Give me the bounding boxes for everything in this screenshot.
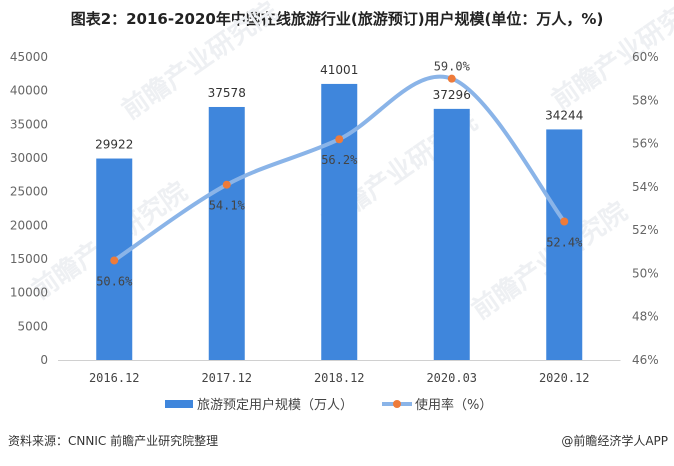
bar bbox=[208, 106, 245, 361]
y-right-tick-label: 50% bbox=[632, 266, 659, 280]
legend-line-label: 使用率（%） bbox=[415, 397, 492, 413]
legend-bar-swatch bbox=[165, 400, 193, 408]
y-right-tick-label: 54% bbox=[632, 180, 659, 194]
bar-value-label: 37578 bbox=[208, 86, 246, 100]
legend-line-marker bbox=[393, 400, 401, 408]
bar bbox=[546, 129, 583, 360]
rate-value-label: 50.6% bbox=[96, 274, 133, 288]
y-left-tick-label: 0 bbox=[40, 353, 48, 367]
y-right-tick-label: 60% bbox=[632, 50, 659, 64]
y-left-tick-label: 10000 bbox=[10, 286, 48, 300]
y-left-tick-label: 45000 bbox=[10, 50, 48, 64]
x-tick-label: 2017.12 bbox=[201, 371, 252, 385]
credit-note: @前瞻经济学人APP bbox=[561, 434, 668, 448]
y-right-tick-label: 52% bbox=[632, 223, 659, 237]
legend-bar-label: 旅游预定用户规模（万人） bbox=[197, 397, 353, 413]
y-right-tick-label: 48% bbox=[632, 310, 659, 324]
bar-value-label: 37296 bbox=[433, 88, 471, 102]
rate-value-label: 54.1% bbox=[209, 199, 246, 213]
y-left-tick-label: 20000 bbox=[10, 218, 48, 232]
y-left-tick-label: 5000 bbox=[17, 319, 48, 333]
bar-value-label: 29922 bbox=[95, 138, 133, 152]
source-note: 资料来源：CNNIC 前瞻产业研究院整理 bbox=[8, 434, 219, 448]
rate-value-label: 52.4% bbox=[546, 235, 583, 249]
chart-title: 图表2：2016-2020年中国在线旅游行业(旅游预订)用户规模(单位：万人，%… bbox=[70, 10, 604, 28]
y-left-tick-label: 30000 bbox=[10, 151, 48, 165]
rate-marker bbox=[222, 180, 231, 189]
watermark-text: 前瞻产业研究院 bbox=[116, 0, 283, 126]
y-left-tick-label: 35000 bbox=[10, 117, 48, 131]
bar-value-label: 34244 bbox=[545, 108, 583, 122]
x-tick-label: 2016.12 bbox=[89, 371, 140, 385]
y-left-tick-label: 25000 bbox=[10, 185, 48, 199]
y-right-tick-label: 58% bbox=[632, 93, 659, 107]
rate-marker bbox=[447, 74, 456, 83]
rate-value-label: 59.0% bbox=[434, 60, 471, 74]
y-left-tick-label: 40000 bbox=[10, 84, 48, 98]
bar bbox=[321, 83, 358, 360]
rate-line bbox=[112, 74, 567, 263]
x-tick-label: 2020.03 bbox=[426, 371, 477, 385]
rate-marker bbox=[110, 256, 119, 265]
rate-value-label: 56.2% bbox=[321, 153, 358, 167]
y-left-tick-label: 15000 bbox=[10, 252, 48, 266]
y-right-tick-label: 56% bbox=[632, 137, 659, 151]
bar-value-label: 41001 bbox=[320, 63, 358, 77]
x-tick-label: 2018.12 bbox=[314, 371, 365, 385]
rate-marker bbox=[560, 217, 569, 226]
y-right-tick-label: 46% bbox=[632, 353, 659, 367]
x-tick-label: 2020.12 bbox=[539, 371, 590, 385]
rate-marker bbox=[335, 135, 344, 144]
bar bbox=[433, 108, 470, 360]
